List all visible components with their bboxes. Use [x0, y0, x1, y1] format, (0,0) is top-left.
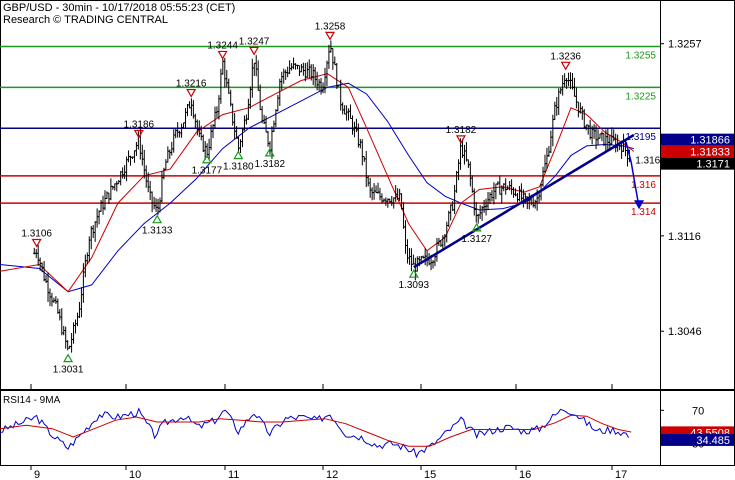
swing-low-label: 1.3177 [192, 166, 223, 177]
swing-low-marker [408, 268, 419, 278]
trend-overlay [413, 133, 645, 269]
chart-source: Research © TRADING CENTRAL [3, 14, 168, 26]
swing-low-label: 1.3093 [399, 280, 430, 291]
support-resistance-levels: 1.3255 1.3225 1.3195 1.316 1.314 [0, 45, 660, 218]
x-tick-label: 17 [615, 469, 627, 480]
swing-low-label: 1.3127 [461, 234, 492, 245]
rsi-tag-bg [661, 433, 734, 446]
price-tag-label: 1.31833 [690, 147, 730, 159]
swing-high-label: 1.3216 [176, 79, 207, 90]
x-tick-label: 11 [228, 469, 239, 480]
ma-slow-line [0, 82, 634, 293]
swing-high-label: 1.3186 [124, 119, 155, 130]
swing-low-marker [63, 353, 74, 363]
swing-low-marker [233, 150, 244, 160]
forecast-arrow-line [625, 141, 640, 208]
swing-low-label: 1.3031 [53, 365, 84, 376]
moving-averages [0, 73, 635, 293]
swing-high-marker [31, 238, 42, 248]
level-label-pivot: 1.3195 [625, 132, 656, 143]
rsi-line [0, 407, 630, 459]
swing-low-marker [152, 214, 163, 224]
swing-low-marker [201, 154, 212, 164]
x-axis: 9 10 11 12 15 16 17 [30, 384, 627, 480]
price-pane-frame [0, 0, 735, 466]
rsi-tick-label: 70 [692, 405, 704, 417]
price-tag-label: 1.3171 [696, 159, 730, 171]
rsi-pane-border [0, 390, 735, 466]
level-label-support: 1.316 [631, 180, 656, 191]
price-tag-bg [661, 145, 734, 158]
candlesticks [33, 40, 631, 353]
swing-high-label: 1.3244 [207, 40, 238, 51]
swing-low-marker [264, 147, 275, 157]
rsi-tag-label: 34.485 [696, 435, 730, 447]
level-label-support: 1.314 [631, 207, 656, 218]
y-tick-label: 1.3046 [668, 326, 702, 338]
rsi-ma-line [0, 414, 632, 447]
x-tick-label: 16 [519, 469, 531, 480]
y-tick-label: 1.3257 [668, 39, 702, 51]
swing-high-label: 1.3236 [550, 51, 581, 62]
swing-low-label: 1.3182 [254, 159, 285, 170]
forecast-arrow-head [634, 200, 645, 210]
chart-title: GBP/USD - 30min - 10/17/2018 05:55:23 (C… [3, 2, 236, 14]
swing-high-marker [186, 88, 197, 98]
ma-fast-line [0, 73, 635, 293]
rsi-title: RSI14 - 9MA [3, 395, 61, 406]
price-tag-label: 1.31866 [690, 135, 730, 147]
swing-low-label: 1.3133 [142, 226, 173, 237]
level-label-resistance: 1.3225 [625, 91, 656, 102]
annotations: 1.3106 1.3031 1.3186 1.3133 1.3216 1.3177 1.32… [21, 21, 666, 375]
swing-high-marker [217, 50, 228, 60]
x-tick-label: 12 [326, 469, 338, 480]
swing-high-label: 1.3258 [315, 21, 346, 32]
swing-low-marker [471, 222, 482, 232]
y-tick-label: 1.3116 [668, 231, 701, 243]
y-axis: 1.32571.31861.31161.30461.318661.318331.… [660, 39, 734, 338]
trendline [413, 133, 635, 269]
price-tag-bg [661, 133, 734, 146]
swing-high-marker [455, 135, 466, 145]
swing-high-marker [324, 31, 336, 41]
swing-high-label: 1.3247 [239, 36, 270, 47]
target-label: 1.3169 [635, 156, 666, 167]
swing-high-marker [133, 129, 144, 139]
level-label-resistance: 1.3255 [625, 50, 656, 61]
swing-high-label: 1.3182 [446, 125, 477, 136]
swing-high-marker [249, 46, 260, 56]
price-tag-bg [661, 157, 734, 170]
x-tick-label: 15 [424, 469, 436, 480]
swing-low-label: 1.3180 [223, 162, 254, 173]
swing-high-label: 1.3106 [21, 228, 52, 239]
x-tick-label: 9 [34, 469, 40, 480]
x-tick-label: 10 [129, 469, 141, 480]
swing-high-marker [560, 61, 571, 71]
